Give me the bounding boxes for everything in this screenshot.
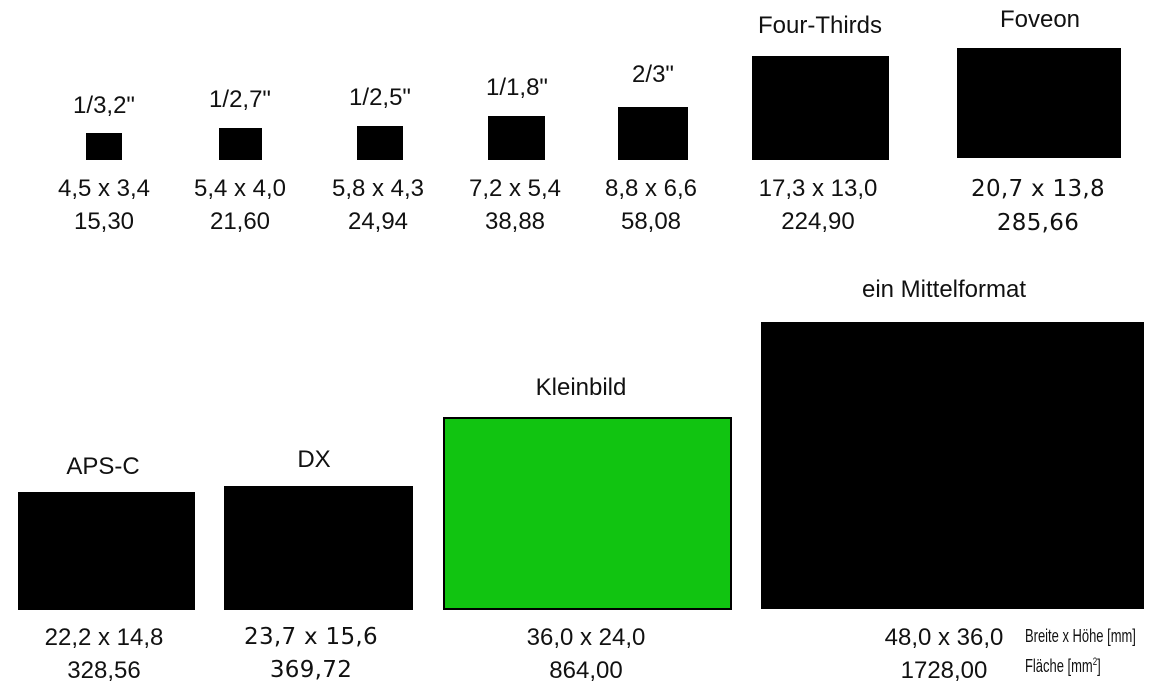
sensor-rect-four-thirds <box>752 56 889 160</box>
sensor-area-mittelformat: 1728,00 <box>900 657 988 684</box>
sensor-area-1-3-2: 15,30 <box>73 208 135 235</box>
sensor-name-1-1-8: 1/1,8" <box>486 74 548 101</box>
sensor-dims-four-thirds: 17,3 x 13,0 <box>758 175 878 202</box>
sensor-name-1-3-2: 1/3,2" <box>73 92 135 119</box>
sensor-rect-1-1-8 <box>488 116 545 160</box>
sensor-dims-aps-c: 22,2 x 14,8 <box>44 624 164 651</box>
sensor-area-kleinbild: 864,00 <box>549 657 623 684</box>
sensor-name-kleinbild: Kleinbild <box>535 374 627 401</box>
sensor-dims-1-2-5: 5,8 x 4,3 <box>331 175 425 202</box>
sensor-rect-1-2-5 <box>357 126 403 160</box>
sensor-rect-kleinbild <box>443 417 732 610</box>
sensor-dims-1-3-2: 4,5 x 3,4 <box>57 175 151 202</box>
sensor-rect-1-3-2 <box>86 133 122 160</box>
legend-area-prefix: Fläche [mm <box>1025 656 1093 676</box>
sensor-rect-aps-c <box>18 492 195 610</box>
sensor-rect-foveon <box>957 48 1121 158</box>
sensor-name-2-3: 2/3" <box>632 61 674 88</box>
sensor-dims-kleinbild: 36,0 x 24,0 <box>526 624 646 651</box>
legend-area-sup: 2 <box>1092 656 1098 668</box>
sensor-dims-2-3: 8,8 x 6,6 <box>604 175 698 202</box>
sensor-name-foveon: Foveon <box>999 6 1081 33</box>
sensor-rect-mittelformat <box>761 322 1144 609</box>
sensor-rect-2-3 <box>618 107 688 160</box>
sensor-rect-1-2-7 <box>219 128 262 160</box>
sensor-rect-dx <box>224 486 413 610</box>
sensor-name-mittelformat: ein Mittelformat <box>861 276 1027 303</box>
legend-area-suffix: ] <box>1097 656 1101 676</box>
sensor-name-aps-c: APS-C <box>66 453 140 480</box>
sensor-area-foveon: 285,66 <box>996 210 1080 236</box>
sensor-name-four-thirds: Four-Thirds <box>757 12 883 39</box>
sensor-name-dx: DX <box>297 446 331 473</box>
sensor-area-2-3: 58,08 <box>620 208 682 235</box>
sensor-dims-1-1-8: 7,2 x 5,4 <box>468 175 562 202</box>
sensor-dims-dx: 23,7 x 15,6 <box>244 624 378 650</box>
sensor-area-dx: 369,72 <box>269 657 353 683</box>
legend-area-label: Fläche [mm2] <box>1025 656 1101 676</box>
sensor-area-1-1-8: 38,88 <box>484 208 546 235</box>
sensor-dims-foveon: 20,7 x 13,8 <box>971 176 1105 202</box>
sensor-dims-1-2-7: 5,4 x 4,0 <box>193 175 287 202</box>
sensor-name-1-2-7: 1/2,7" <box>209 86 271 113</box>
sensor-area-aps-c: 328,56 <box>67 657 141 684</box>
sensor-area-1-2-5: 24,94 <box>347 208 409 235</box>
sensor-area-four-thirds: 224,90 <box>781 208 855 235</box>
legend-dims-label: Breite x Höhe [mm] <box>1025 626 1136 646</box>
sensor-area-1-2-7: 21,60 <box>209 208 271 235</box>
sensor-name-1-2-5: 1/2,5" <box>349 84 411 111</box>
sensor-dims-mittelformat: 48,0 x 36,0 <box>884 624 1004 651</box>
